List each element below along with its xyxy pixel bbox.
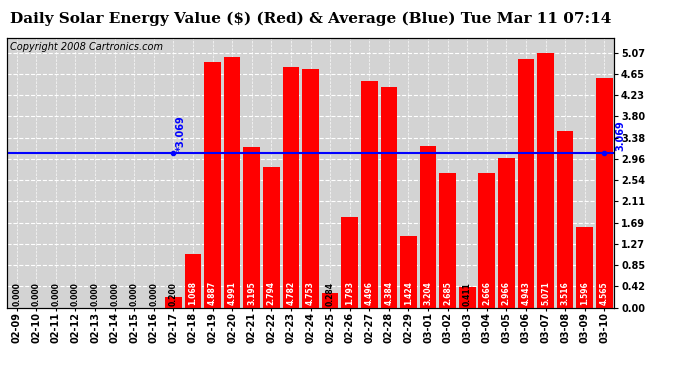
Text: 3.516: 3.516 (561, 282, 570, 306)
Bar (576, 227, 593, 308)
Bar (380, 87, 397, 308)
Text: 4.943: 4.943 (522, 282, 531, 306)
Text: 1.596: 1.596 (580, 282, 589, 306)
Text: 4.991: 4.991 (228, 282, 237, 306)
Text: 0.000: 0.000 (51, 283, 60, 306)
Text: 1.424: 1.424 (404, 282, 413, 306)
Text: Copyright 2008 Cartronics.com: Copyright 2008 Cartronics.com (10, 42, 163, 51)
Bar (204, 62, 221, 308)
Text: 0.000: 0.000 (110, 283, 119, 306)
Text: 0.000: 0.000 (71, 283, 80, 306)
Bar (322, 293, 338, 308)
Bar (283, 67, 299, 308)
Text: 0.000: 0.000 (12, 283, 21, 306)
Bar (302, 69, 319, 308)
Text: 4.753: 4.753 (306, 282, 315, 306)
Bar (244, 147, 260, 308)
Bar (478, 174, 495, 308)
Bar (596, 78, 613, 308)
Text: 0.000: 0.000 (149, 283, 158, 306)
Bar (224, 57, 241, 308)
Text: 2.794: 2.794 (267, 282, 276, 306)
Text: 4.782: 4.782 (286, 281, 295, 306)
Text: 0.000: 0.000 (130, 283, 139, 306)
Text: 3.195: 3.195 (247, 282, 256, 306)
Bar (165, 297, 181, 307)
Text: 4.565: 4.565 (600, 282, 609, 306)
Text: 2.966: 2.966 (502, 282, 511, 306)
Bar (459, 287, 475, 308)
Text: 0.000: 0.000 (90, 283, 99, 306)
Text: 3.204: 3.204 (424, 282, 433, 306)
Text: 2.685: 2.685 (443, 282, 452, 306)
Text: 4.887: 4.887 (208, 281, 217, 306)
Bar (400, 236, 417, 308)
Text: 2.666: 2.666 (482, 282, 491, 306)
Text: Daily Solar Energy Value ($) (Red) & Average (Blue) Tue Mar 11 07:14: Daily Solar Energy Value ($) (Red) & Ave… (10, 11, 611, 26)
Text: 1.793: 1.793 (345, 282, 354, 306)
Text: 0.411: 0.411 (463, 283, 472, 306)
Text: 5.071: 5.071 (541, 282, 550, 306)
Text: *3.069: *3.069 (175, 115, 186, 151)
Text: 4.496: 4.496 (365, 282, 374, 306)
Text: 0.000: 0.000 (32, 283, 41, 306)
Bar (557, 131, 573, 308)
Bar (518, 59, 534, 308)
Text: 3.069: 3.069 (615, 120, 625, 151)
Text: 1.068: 1.068 (188, 282, 197, 306)
Bar (361, 81, 377, 308)
Bar (498, 158, 515, 308)
Bar (538, 53, 554, 308)
Bar (420, 146, 436, 308)
Text: 0.284: 0.284 (326, 282, 335, 306)
Bar (440, 172, 456, 308)
Text: 4.384: 4.384 (384, 282, 393, 306)
Text: 0.200: 0.200 (169, 283, 178, 306)
Bar (263, 167, 279, 308)
Bar (185, 254, 201, 308)
Bar (342, 217, 358, 308)
